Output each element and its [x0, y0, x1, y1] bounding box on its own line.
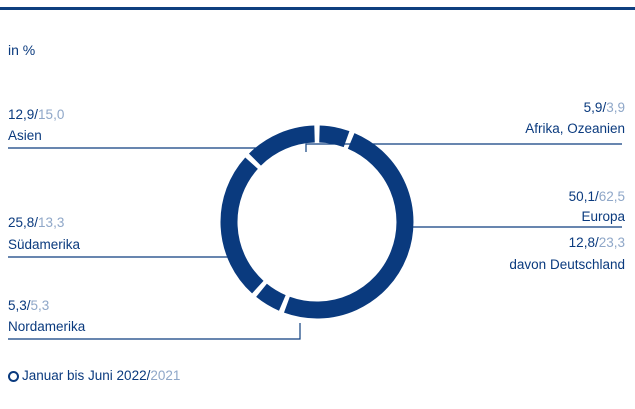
- legend-previous: 2021: [150, 368, 181, 383]
- value-separator: /: [34, 215, 39, 230]
- leader-lines: [8, 143, 622, 340]
- value-separator: /: [34, 107, 39, 122]
- label-suedamerika-name: Südamerika: [8, 237, 81, 252]
- value-previous: 62,5: [598, 189, 625, 204]
- ring-icon: [8, 371, 19, 382]
- label-asien-name: Asien: [8, 128, 42, 143]
- legend-current: Januar bis Juni 2022: [22, 368, 147, 383]
- value-separator: /: [602, 100, 607, 115]
- value-previous: 5,3: [30, 298, 50, 313]
- label-deutschland-values: 12,8/23,3: [569, 234, 625, 252]
- leader-nordamerika: [8, 323, 301, 340]
- value-current: 5,9: [583, 100, 603, 115]
- value-previous: 13,3: [38, 215, 65, 230]
- label-europa-values: 50,1/62,5: [569, 188, 625, 206]
- legend-separator: /: [146, 368, 151, 383]
- label-suedamerika-values: 25,8/13,3: [8, 214, 64, 232]
- value-current: 12,8: [568, 235, 595, 250]
- legend: Januar bis Juni 2022/2021: [8, 368, 180, 383]
- unit-label: in %: [8, 42, 36, 58]
- value-previous: 3,9: [606, 100, 625, 115]
- value-previous: 23,3: [598, 235, 625, 250]
- value-separator: /: [594, 235, 599, 250]
- value-separator: /: [594, 189, 599, 204]
- label-asien-values: 12,9/15,0: [8, 106, 64, 124]
- donut-slices: [220, 125, 414, 319]
- value-current: 50,1: [568, 189, 595, 204]
- label-europa-name: Europa: [581, 209, 625, 224]
- label-nordamerika-values: 5,3/5,3: [8, 297, 49, 315]
- slice-nordamerika: [256, 283, 286, 311]
- slice-afrika-ozeanien: [318, 125, 350, 148]
- top-rule: [0, 7, 635, 10]
- value-separator: /: [26, 298, 31, 313]
- value-previous: 15,0: [38, 107, 65, 122]
- value-current: 25,8: [8, 215, 35, 230]
- slice-asien: [248, 125, 316, 166]
- value-current: 5,3: [8, 298, 27, 313]
- value-current: 12,9: [8, 107, 35, 122]
- label-afrika-ozeanien-values: 5,9/3,9: [584, 99, 625, 117]
- label-deutschland-name: davon Deutschland: [509, 257, 625, 272]
- label-afrika-ozeanien-name: Afrika, Ozeanien: [525, 121, 625, 136]
- leader-afrika-ozeanien: [305, 143, 622, 152]
- slice-europa: [284, 133, 414, 319]
- slice-südamerika: [220, 157, 264, 294]
- label-nordamerika-name: Nordamerika: [8, 319, 86, 334]
